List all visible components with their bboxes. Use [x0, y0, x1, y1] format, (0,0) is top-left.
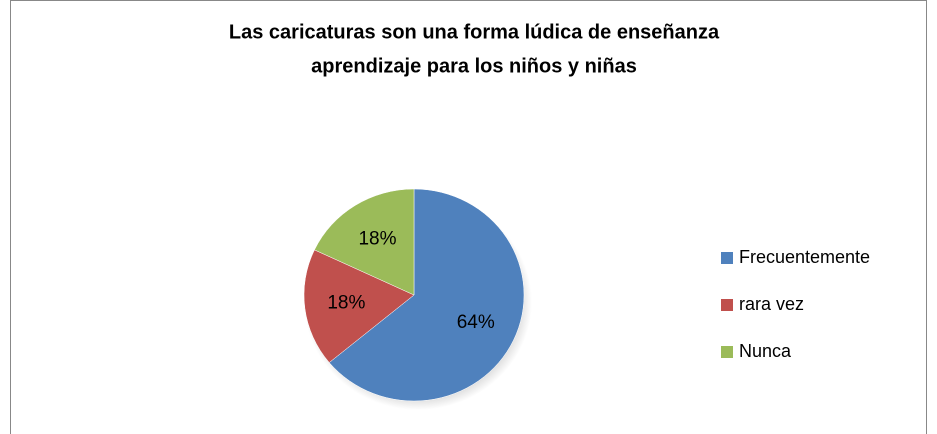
legend-label: Frecuentemente: [739, 247, 870, 267]
pie-slice: [328, 188, 525, 402]
data-label: 64%: [457, 312, 495, 333]
legend-swatch: [721, 346, 733, 358]
chart-title: aprendizaje para los niños y niñas: [311, 55, 637, 77]
data-label: 18%: [358, 229, 396, 250]
pie-slice: [314, 188, 415, 296]
data-label: 18%: [327, 292, 365, 313]
legend-label: rara vez: [739, 294, 804, 314]
legend-swatch: [721, 252, 733, 264]
chart-title: Las caricaturas son una forma lúdica de …: [229, 21, 720, 43]
legend-swatch: [721, 299, 733, 311]
legend-label: Nunca: [739, 341, 792, 361]
pie-slice: [303, 249, 415, 363]
